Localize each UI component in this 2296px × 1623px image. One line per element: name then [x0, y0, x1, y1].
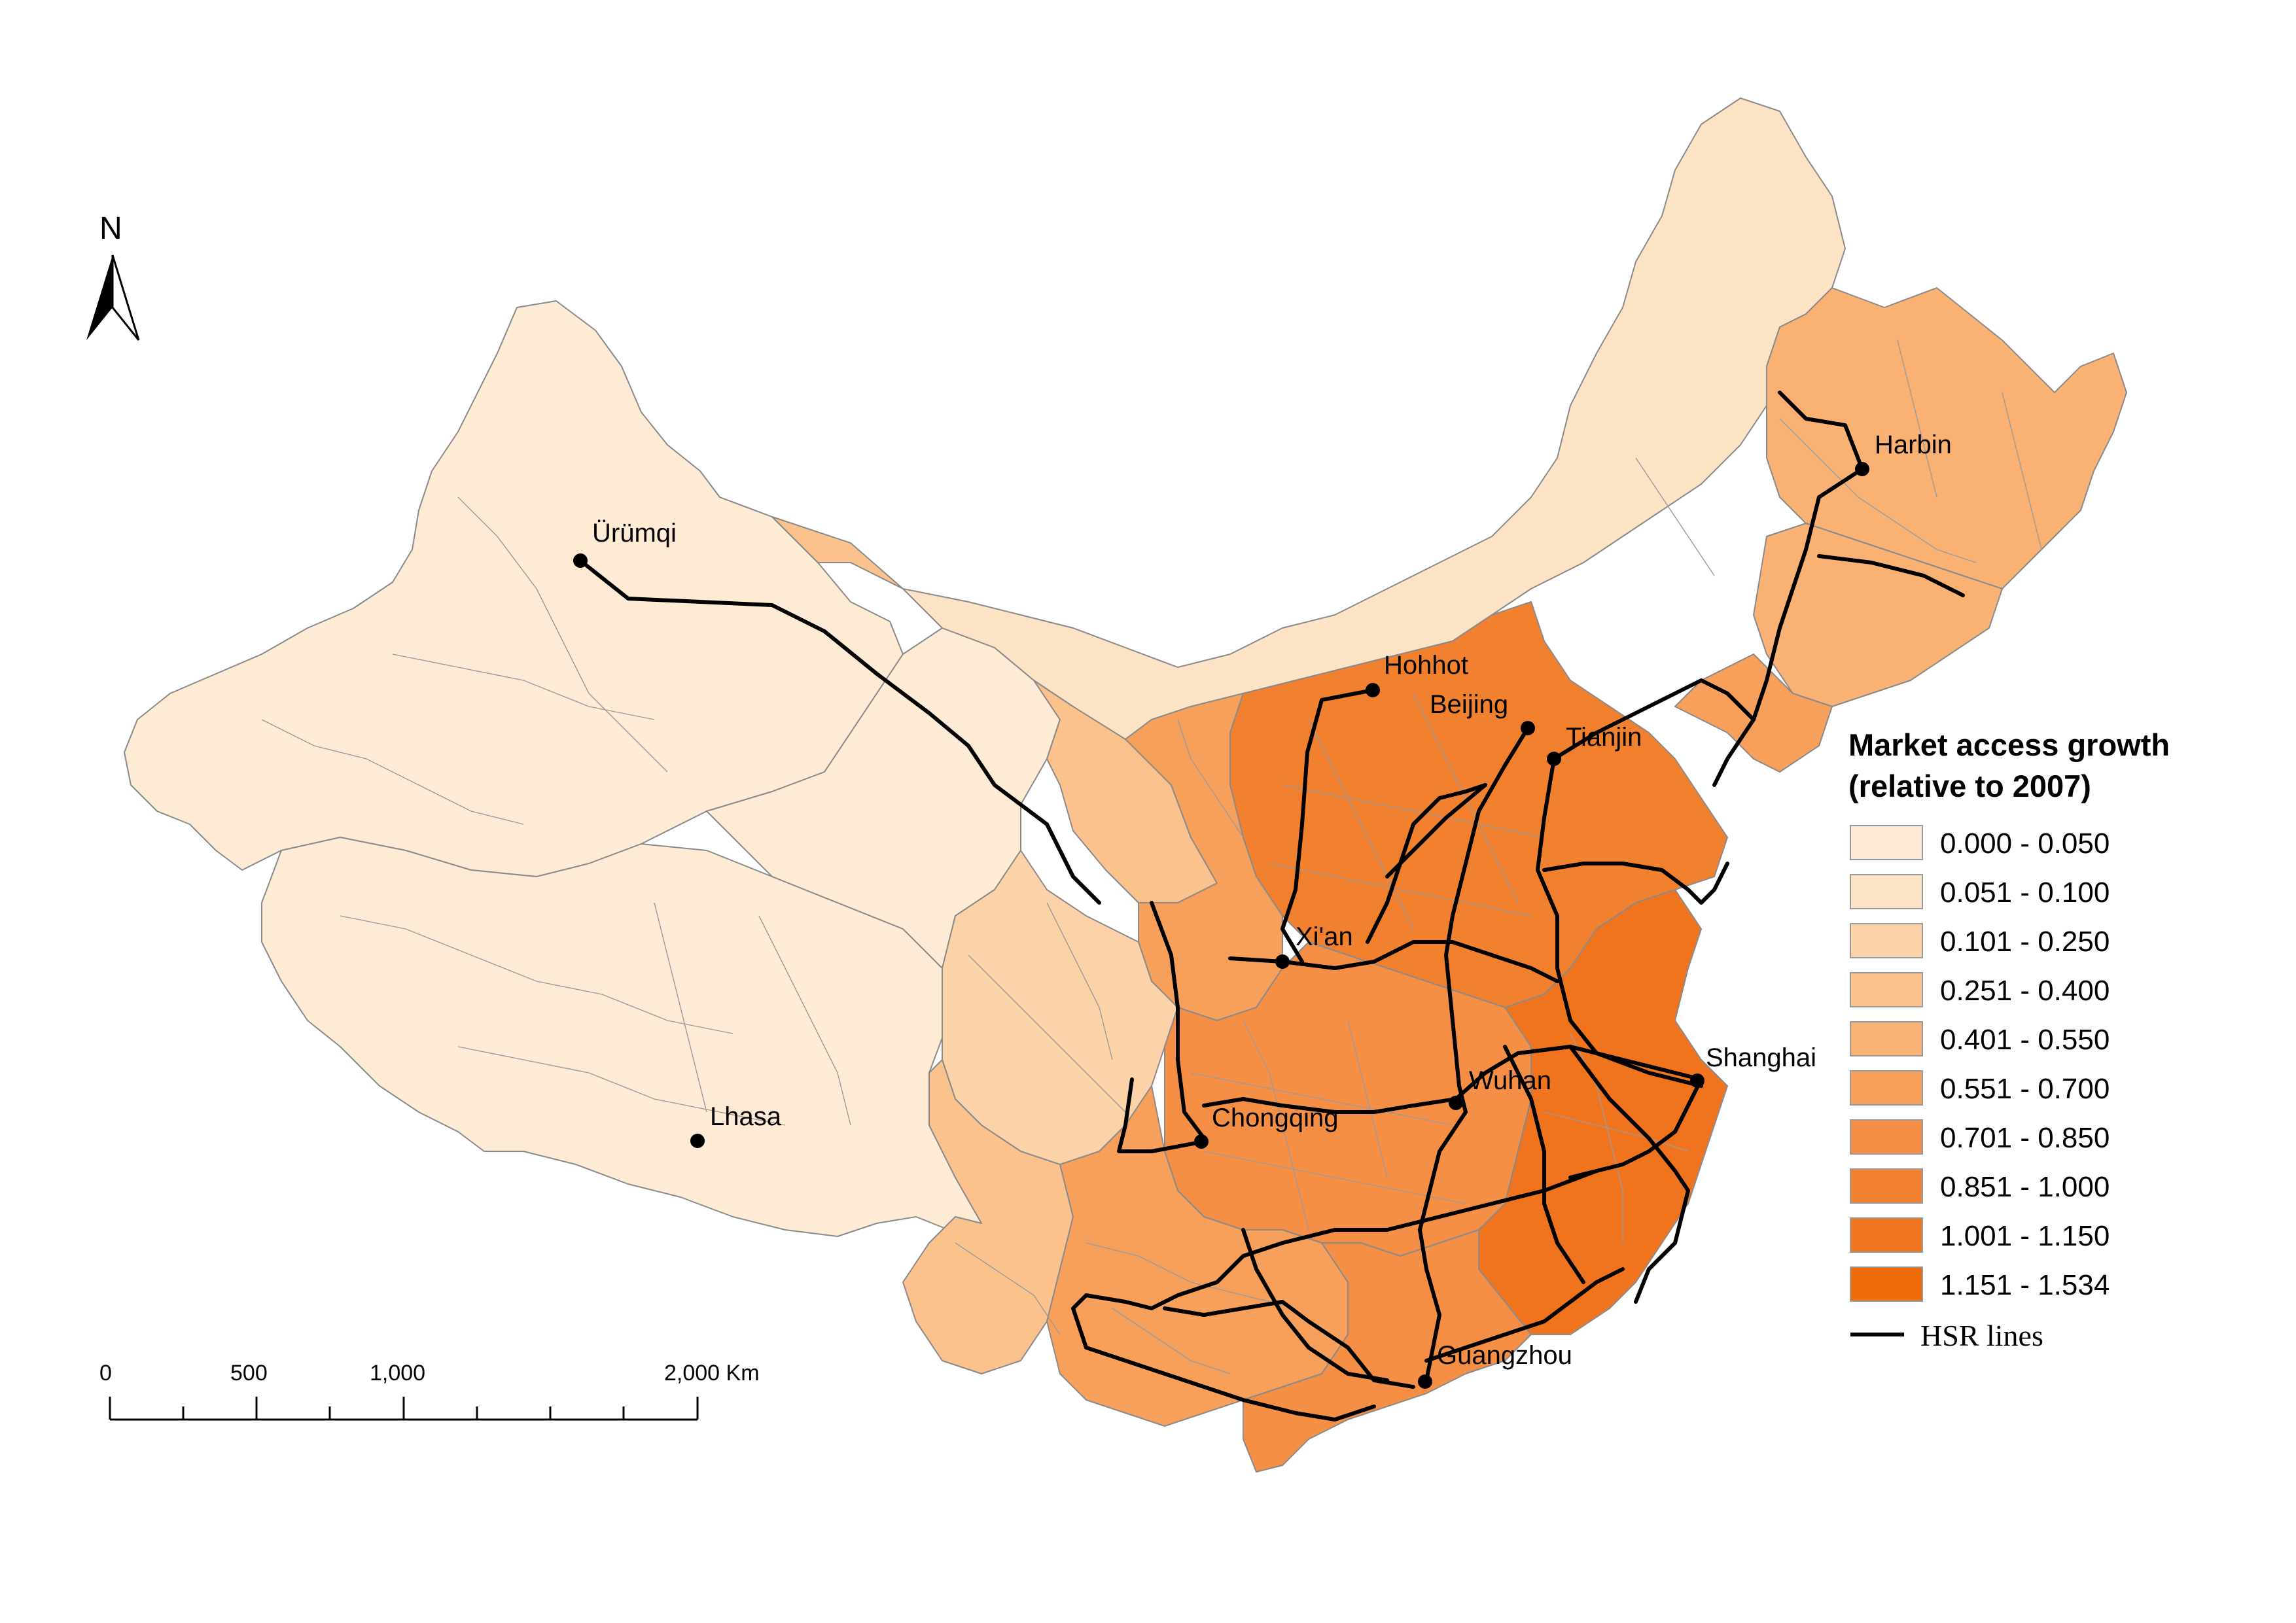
legend-swatch-5 [1850, 1070, 1923, 1106]
hsr-qingdao [1542, 862, 1729, 905]
city-label-shanghai: Shanghai [1706, 1043, 1816, 1072]
city-label-chongqing: Chongqing [1212, 1104, 1339, 1132]
legend: Market access growth (relative to 2007) … [1848, 727, 2170, 1352]
city-tianjin: Tianjin [1547, 723, 1642, 766]
hsr-hefei-fuzhou [1503, 1045, 1585, 1284]
legend-swatch-7 [1850, 1168, 1923, 1204]
hsr-guilin [1241, 1228, 1389, 1382]
city-label-urumqi: Ürümqi [592, 519, 677, 548]
region-liaoning [1674, 654, 1833, 773]
city-label-hohhot: Hohhot [1384, 651, 1468, 680]
north-arrow: N [86, 211, 140, 341]
hsr-shanghai-kunming [1071, 1169, 1598, 1422]
hsr-shijiazhuang [1385, 783, 1487, 879]
hsr-nanguang [1163, 1300, 1415, 1389]
hsr-lines [578, 391, 1965, 1422]
city-guangzhou: Guangzhou [1418, 1341, 1572, 1389]
city-wuhan: Wuhan [1449, 1066, 1551, 1110]
hsr-jingshen [1552, 678, 1756, 761]
city-urumqi: Ürümqi [573, 519, 677, 568]
city-label-wuhan: Wuhan [1469, 1066, 1551, 1095]
hsr-taiyuan [1366, 783, 1487, 944]
city-xian: Xi'an [1275, 922, 1353, 969]
scale-label-0: 0 [99, 1361, 112, 1386]
legend-swatch-2 [1850, 923, 1923, 958]
north-label: N [99, 211, 122, 246]
legend-label-7: 0.851 - 1.000 [1940, 1171, 2110, 1203]
city-markers: Ürümqi Lhasa Hohhot Beijing Tianjin Harb… [573, 430, 1952, 1389]
region-guangdong [1243, 1229, 1532, 1473]
hsr-xiamen [1424, 1267, 1625, 1363]
city-label-guangzhou: Guangzhou [1437, 1341, 1572, 1370]
legend-label-9: 1.151 - 1.534 [1940, 1269, 2110, 1301]
city-label-tianjin: Tianjin [1566, 723, 1642, 752]
legend-swatch-1 [1850, 874, 1923, 909]
scale-label-1000: 1,000 [370, 1361, 425, 1386]
legend-hsr-label: HSR lines [1920, 1319, 2043, 1352]
city-harbin: Harbin [1855, 430, 1952, 476]
legend-label-8: 1.001 - 1.150 [1940, 1220, 2110, 1252]
legend-label-0: 0.000 - 0.050 [1940, 828, 2110, 860]
map-regions [124, 97, 2127, 1473]
legend-label-5: 0.551 - 0.700 [1940, 1073, 2110, 1105]
region-yunnan [902, 1059, 1074, 1374]
legend-label-1: 0.051 - 0.100 [1940, 877, 2110, 909]
region-tibet [261, 837, 982, 1237]
city-lhasa: Lhasa [690, 1102, 782, 1148]
scale-bar: 0 500 1,000 2,000 Km [99, 1361, 760, 1421]
city-beijing: Beijing [1430, 690, 1535, 735]
hsr-xicheng [1150, 901, 1206, 1140]
region-jilin [1753, 523, 2003, 707]
region-inner-mongolia [902, 97, 1846, 740]
city-label-beijing: Beijing [1430, 690, 1508, 719]
city-hohhot: Hohhot [1366, 651, 1468, 697]
hsr-jingguang [1418, 726, 1530, 1382]
city-label-harbin: Harbin [1875, 430, 1952, 459]
hsr-jinghu [1536, 757, 1703, 1088]
hsr-lanxin [578, 559, 1101, 905]
legend-swatch-9 [1850, 1266, 1923, 1302]
legend-swatch-8 [1850, 1217, 1923, 1253]
legend-swatch-6 [1850, 1119, 1923, 1155]
legend-swatch-0 [1850, 825, 1923, 860]
hsr-baoxi [1280, 688, 1375, 964]
hsr-harbin-dalian [1712, 467, 1864, 787]
city-shanghai: Shanghai [1690, 1043, 1816, 1088]
region-heilongjiang [1766, 287, 2127, 589]
north-arrow-icon [86, 255, 113, 340]
legend-label-6: 0.701 - 0.850 [1940, 1122, 2110, 1154]
hsr-hanghai [1568, 1045, 1690, 1304]
hsr-harbin-north [1778, 391, 1864, 471]
legend-title-line1: Market access growth [1848, 727, 2170, 762]
legend-label-4: 0.401 - 0.550 [1940, 1024, 2110, 1056]
city-label-xian: Xi'an [1296, 922, 1353, 951]
hsr-harbin-east [1817, 554, 1965, 597]
city-label-lhasa: Lhasa [710, 1102, 782, 1131]
legend-title-line2: (relative to 2007) [1848, 769, 2091, 803]
hsr-chengyu [1117, 1077, 1206, 1153]
scale-label-500: 500 [230, 1361, 268, 1386]
hsr-xulan [1228, 940, 1559, 983]
city-chongqing: Chongqing [1194, 1104, 1339, 1149]
legend-swatch-3 [1850, 972, 1923, 1007]
scale-label-2000: 2,000 Km [664, 1361, 760, 1386]
legend-label-2: 0.101 - 0.250 [1940, 926, 2110, 958]
legend-items: 0.000 - 0.050 0.051 - 0.100 0.101 - 0.250 0… [1850, 825, 2110, 1302]
legend-label-3: 0.251 - 0.400 [1940, 975, 2110, 1007]
legend-swatch-4 [1850, 1021, 1923, 1056]
